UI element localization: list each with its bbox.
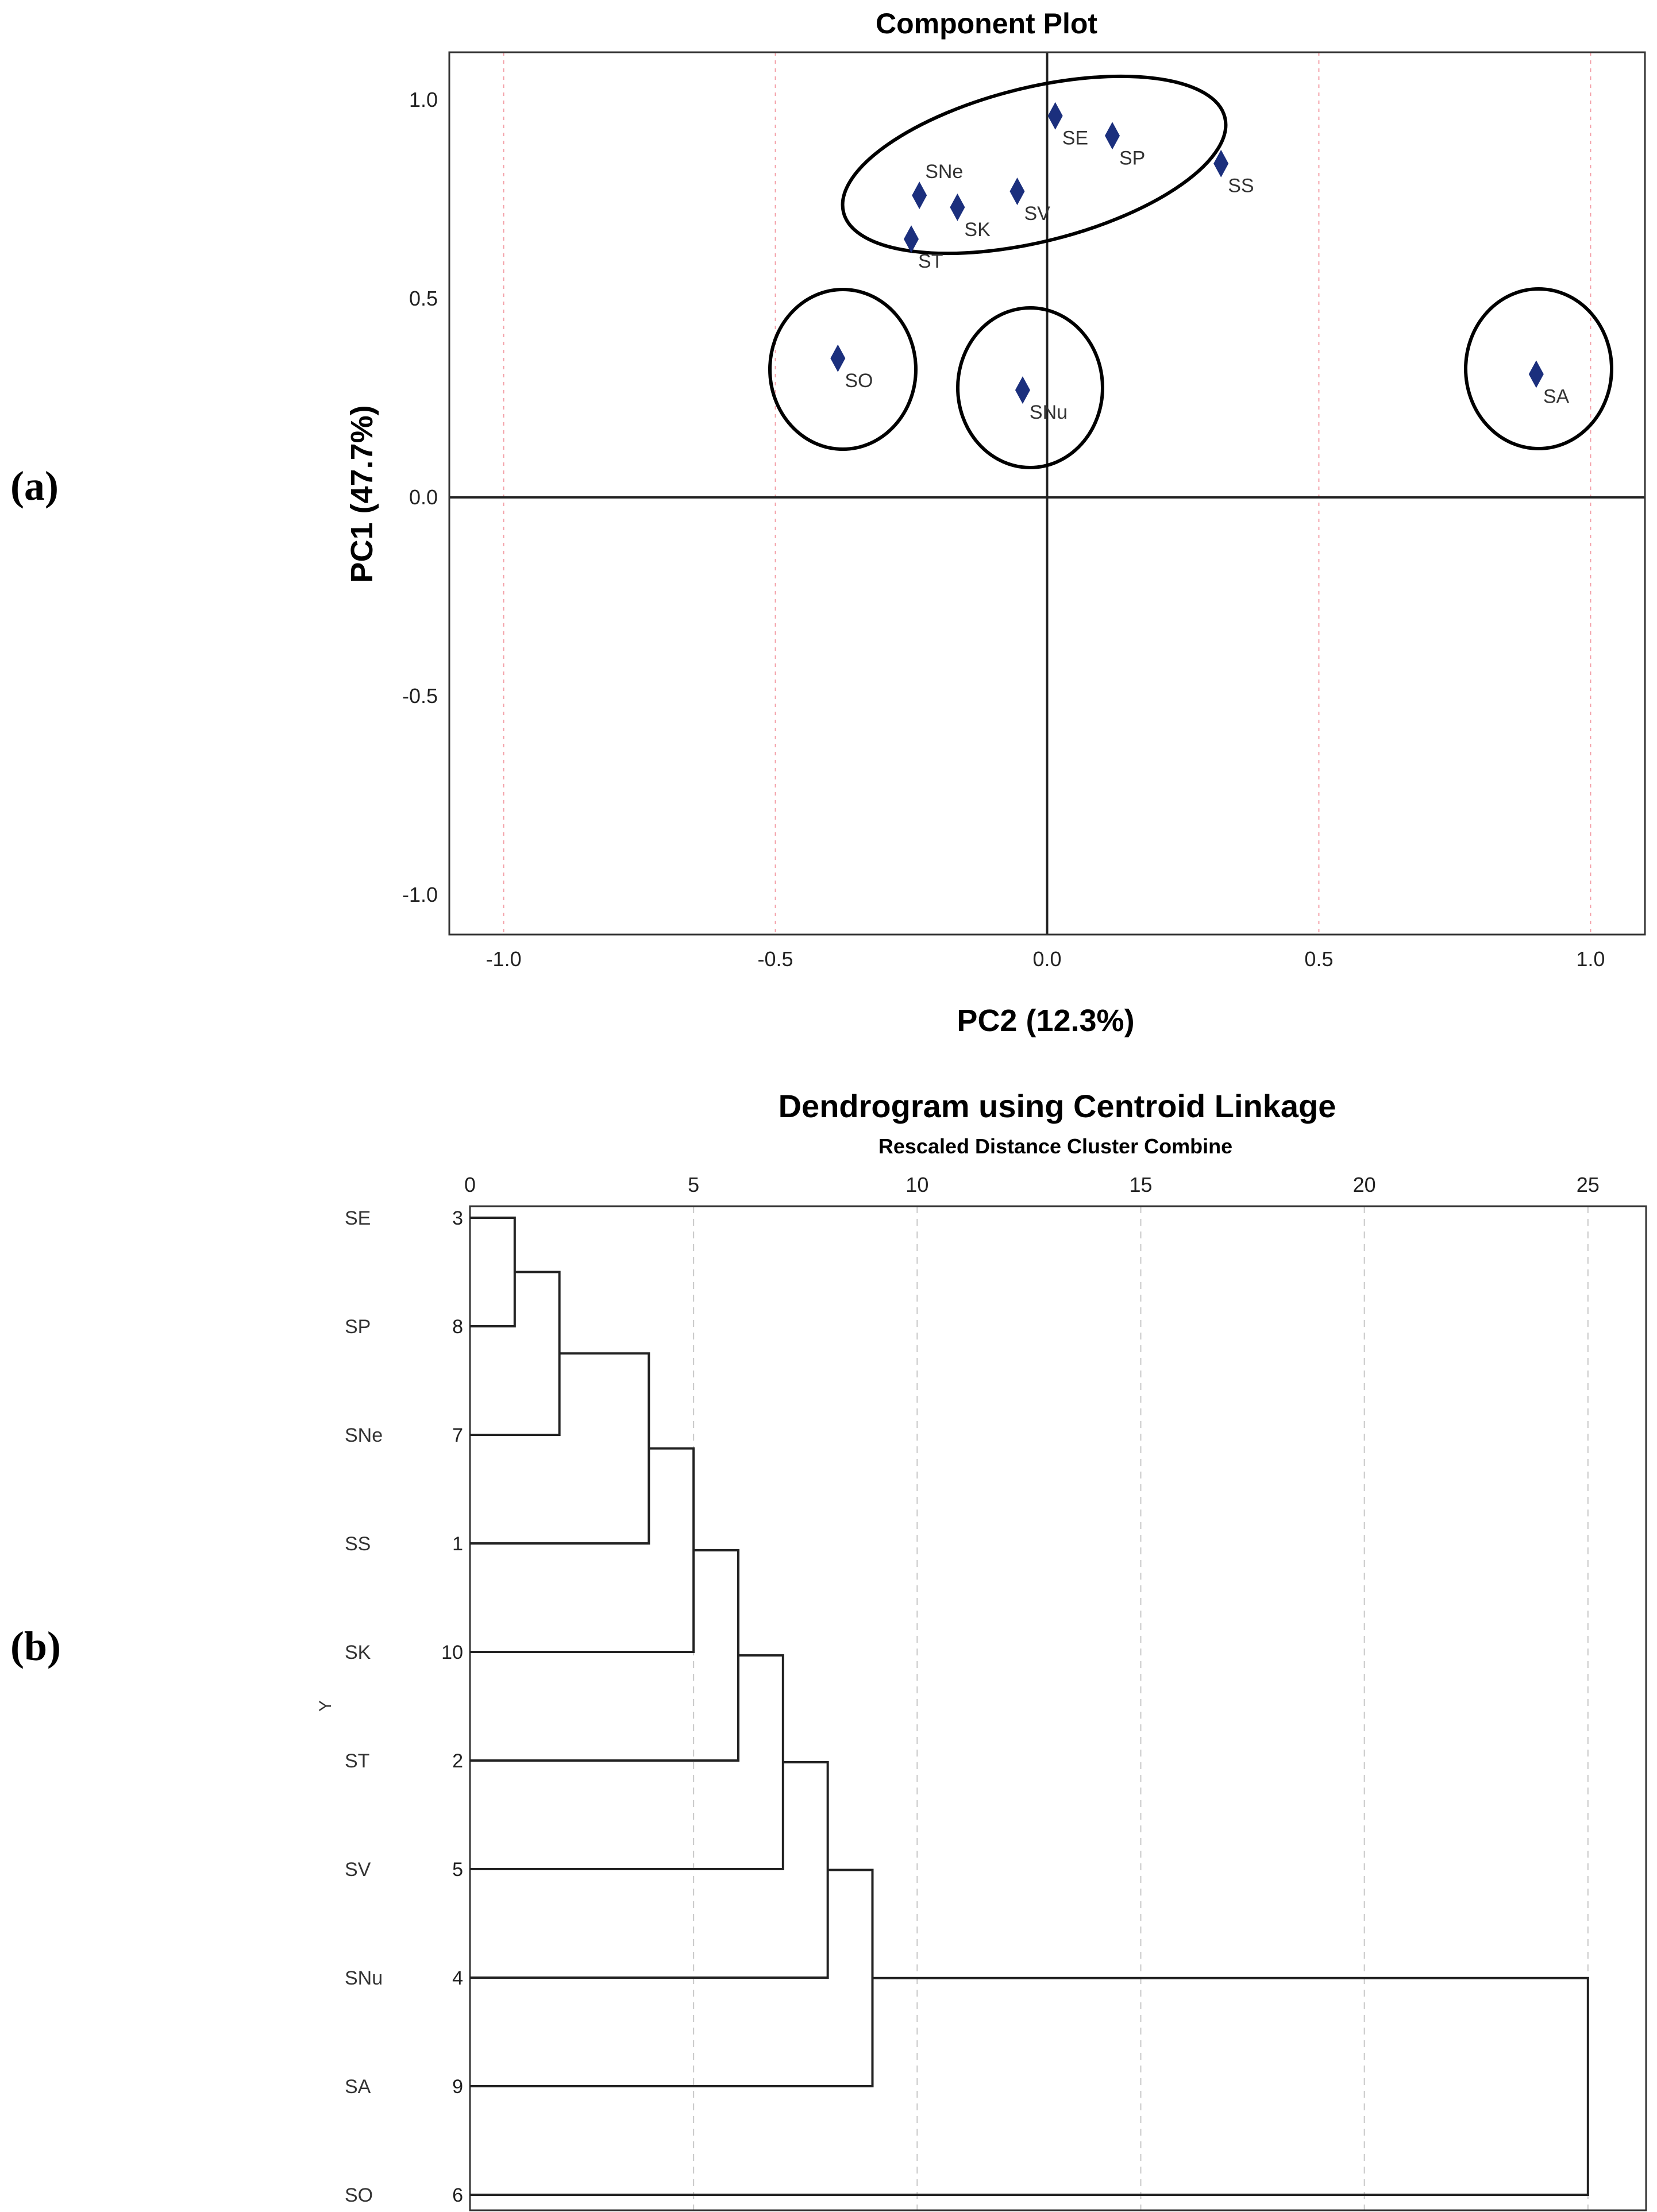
leaf-number-se: 3 [452,1207,463,1229]
point-label-sne: SNe [925,161,963,183]
leaf-name-ss: SS [345,1533,371,1555]
a-y-axis-title: PC1 (47.7%) [345,405,379,582]
point-label-sv: SV [1024,203,1050,225]
b-y-axis-title: Y [316,1700,335,1712]
leaf-number-snu: 4 [452,1967,463,1989]
a-x-axis-title: PC2 (12.3%) [957,1003,1134,1038]
b-leaf-labels: SE 3 SP 8 SNe 7 SS 1 SK 10 ST 2 SV 5 SNu 4 SA 9 SO 6 [345,1207,463,2206]
point-marker-sp [1105,122,1120,150]
leaf-name-snu: SNu [345,1967,383,1989]
point-label-sa: SA [1543,385,1570,407]
a-plot-frame [448,51,1646,936]
leaf-number-so: 6 [452,2184,463,2206]
a-y-ticks: 1.0 0.5 0.0 -0.5 -1.0 [402,88,438,906]
a-x-tick-label: -0.5 [758,947,793,971]
leaf-name-so: SO [345,2184,373,2206]
dendrogram-link-0 [470,1217,516,1327]
point-marker-st [904,225,919,253]
cluster-circle-snu [956,306,1104,469]
a-x-tick-label: -1.0 [486,947,522,971]
b-x-tick-label: 5 [688,1173,699,1196]
point-marker-sa [1528,360,1544,388]
dendrogram-title: Dendrogram using Centroid Linkage [779,1088,1336,1124]
a-gridlines [503,52,1592,935]
point-marker-sv [1009,177,1025,206]
dendrogram-link-5 [470,1654,784,1870]
a-y-tick-label: -1.0 [402,883,438,906]
point-label-se: SE [1062,128,1088,149]
a-x-tick-label: 1.0 [1576,947,1605,971]
leaf-number-ss: 1 [452,1533,463,1555]
point-marker-se [1047,102,1063,130]
a-y-tick-label: 0.5 [409,287,438,310]
point-label-sk: SK [964,219,991,241]
b-x-tick-label: 0 [464,1173,476,1196]
leaf-name-st: ST [345,1750,369,1772]
b-x-tick-label: 25 [1577,1173,1600,1196]
point-marker-ss [1213,149,1229,177]
leaf-name-sa: SA [345,2076,371,2098]
leaf-number-sa: 9 [452,2076,463,2098]
component-plot-title: Component Plot [876,7,1097,40]
point-label-st: ST [918,250,943,272]
dendrogram-link-8 [470,1976,1589,2196]
point-label-ss: SS [1228,175,1254,197]
cluster-circle-sa [1464,287,1613,450]
point-label-sp: SP [1119,147,1145,169]
leaf-number-sk: 10 [441,1642,463,1663]
dendrogram: Dendrogram using Centroid Linkage Rescal… [316,1088,1647,2211]
b-x-tick-label: 20 [1353,1173,1376,1196]
dendrogram-link-2 [470,1352,650,1545]
b-plot-frame [469,1205,1647,2211]
panel-label-b: (b) [10,1623,61,1669]
panel-label-a: (a) [10,463,59,509]
b-gridlines [693,1206,1589,2210]
a-x-ticks: -1.0 -0.5 0.0 0.5 1.0 [486,947,1605,971]
leaf-number-sv: 5 [452,1859,463,1881]
dendrogram-link-6 [470,1761,829,1979]
b-x-tick-label: 15 [1129,1173,1152,1196]
a-y-tick-label: 1.0 [409,88,438,111]
dendrogram-link-1 [470,1271,561,1436]
leaf-name-sv: SV [345,1859,371,1881]
dendrogram-link-3 [470,1447,695,1653]
dendrogram-link-4 [470,1549,739,1762]
a-cluster-outlines [768,74,1613,469]
b-x-tick-label: 10 [905,1173,928,1196]
leaf-number-st: 2 [452,1750,463,1772]
leaf-number-sne: 7 [452,1425,463,1446]
cluster-circle-so [768,288,918,451]
b-dendrogram-links [470,1217,1589,2196]
leaf-number-sp: 8 [452,1316,463,1338]
leaf-name-sp: SP [345,1316,371,1338]
a-data-points: SE SP SNe SK SV SS ST SO SNu SA [830,102,1569,423]
a-x-tick-label: 0.5 [1304,947,1333,971]
point-label-so: SO [845,370,873,392]
b-x-ticks: 0 5 10 15 20 25 [464,1173,1600,1196]
a-zero-axes [449,52,1645,935]
point-marker-sk [950,193,965,221]
leaf-name-se: SE [345,1207,371,1229]
a-y-tick-label: 0.0 [409,485,438,509]
cluster-ellipse-main [841,74,1228,256]
point-marker-snu [1015,376,1030,404]
point-label-snu: SNu [1030,402,1068,423]
a-x-tick-label: 0.0 [1032,947,1061,971]
component-plot: Component Plot -1.0 -0.5 0.0 0.5 1.0 1.0 0.5 0… [345,7,1646,1038]
leaf-name-sk: SK [345,1642,371,1663]
leaf-name-sne: SNe [345,1425,383,1446]
point-marker-sne [912,182,927,210]
dendrogram-link-7 [470,1869,874,2087]
dendrogram-subtitle: Rescaled Distance Cluster Combine [878,1134,1232,1158]
point-marker-so [830,344,846,372]
a-y-tick-label: -0.5 [402,684,438,708]
